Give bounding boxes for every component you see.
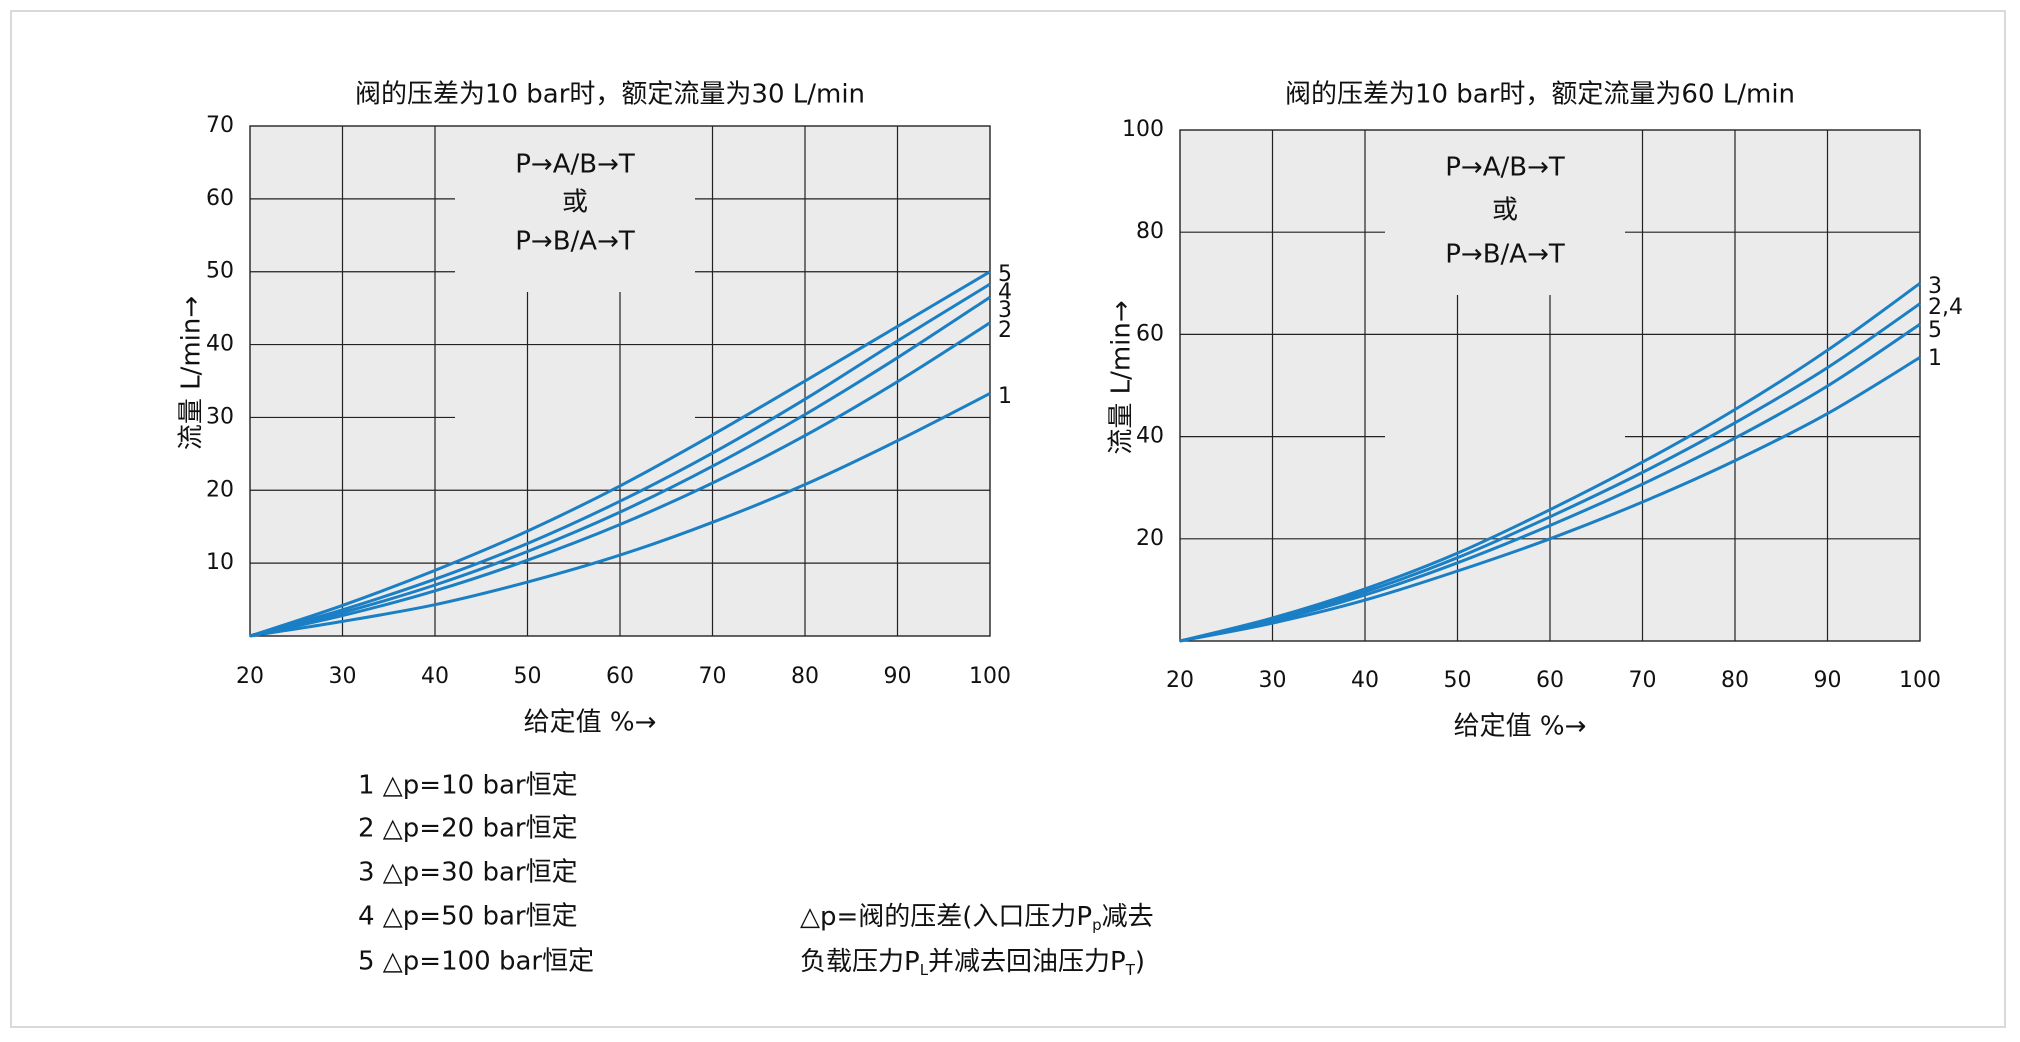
- series-label-3: 3: [1928, 274, 1942, 299]
- y-tick-label: 100: [1122, 117, 1164, 142]
- series-line-5: [1179, 322, 1921, 643]
- x-tick-label: 70: [699, 664, 727, 689]
- box-line-1: P→A/B→T: [515, 150, 635, 180]
- series-line-5: [249, 270, 991, 638]
- box-line-1: P→A/B→T: [1445, 153, 1565, 183]
- series-label-5: 5: [998, 262, 1012, 287]
- series-line-2,4: [1179, 302, 1921, 643]
- y-tick-label: 80: [1136, 219, 1164, 244]
- x-tick-label: 20: [1166, 668, 1194, 693]
- y-tick-label: 10: [206, 550, 234, 575]
- series-line-3: [249, 295, 991, 638]
- x-tick-label: 50: [514, 664, 542, 689]
- y-tick-label: 60: [206, 186, 234, 211]
- y-axis-label: 流量 L/min→: [177, 296, 207, 450]
- note-line-2: 负载压力PL并减去回油压力PT): [800, 947, 1145, 979]
- figure-frame: [10, 10, 2006, 1028]
- legend-item-3: 3 △p=30 bar恒定: [358, 858, 578, 888]
- chart-1: P→A/B→T 或 P→B/A→T 阀的压差为10 bar时，额定流量为30 L/mi…: [177, 80, 1013, 738]
- x-tick-label: 90: [884, 664, 912, 689]
- y-tick-label: 40: [1136, 424, 1164, 449]
- legend-item-1: 1 △p=10 bar恒定: [358, 771, 578, 801]
- series-label-2,4: 2,4: [1928, 295, 1963, 320]
- series-label-1: 1: [998, 384, 1012, 409]
- y-tick-label: 30: [206, 404, 234, 429]
- x-tick-label: 60: [1536, 668, 1564, 693]
- x-tick-label: 60: [606, 664, 634, 689]
- series-label-2: 2: [998, 318, 1012, 343]
- series-line-1: [249, 392, 991, 638]
- x-tick-label: 100: [1899, 668, 1941, 693]
- y-tick-label: 60: [1136, 321, 1164, 346]
- series-label-1: 1: [1928, 346, 1942, 371]
- chart-title: 阀的压差为10 bar时，额定流量为60 L/min: [1285, 80, 1795, 110]
- x-tick-label: 40: [421, 664, 449, 689]
- legend-item-5: 5 △p=100 bar恒定: [358, 947, 594, 977]
- y-tick-label: 20: [1136, 526, 1164, 551]
- legend-item-2: 2 △p=20 bar恒定: [358, 814, 578, 844]
- note-line-1: △p=阀的压差(入口压力Pp减去: [800, 902, 1154, 934]
- series-line-3: [1179, 282, 1921, 643]
- x-tick-label: 80: [1721, 668, 1749, 693]
- x-tick-label: 70: [1629, 668, 1657, 693]
- series-line-1: [1179, 356, 1921, 643]
- y-tick-label: 50: [206, 259, 234, 284]
- series-line-4: [249, 282, 991, 638]
- y-tick-label: 20: [206, 477, 234, 502]
- box-line-2: 或: [1492, 196, 1518, 226]
- x-tick-label: 30: [329, 664, 357, 689]
- box-line-2: 或: [562, 188, 588, 218]
- chart-title: 阀的压差为10 bar时，额定流量为30 L/min: [355, 80, 865, 110]
- y-axis-label: 流量 L/min→: [1107, 300, 1137, 454]
- y-tick-label: 40: [206, 332, 234, 357]
- box-line-3: P→B/A→T: [1445, 240, 1565, 270]
- x-tick-label: 40: [1351, 668, 1379, 693]
- series-label-5: 5: [1928, 318, 1942, 343]
- box-line-3: P→B/A→T: [515, 227, 635, 257]
- legend-item-4: 4 △p=50 bar恒定: [358, 902, 578, 932]
- legend: 1 △p=10 bar恒定 2 △p=20 bar恒定 3 △p=30 bar恒定 4…: [358, 771, 1154, 979]
- x-tick-label: 30: [1259, 668, 1287, 693]
- y-tick-label: 70: [206, 113, 234, 138]
- chart-2: P→A/B→T 或 P→B/A→T 阀的压差为10 bar时，额定流量为60 L/mi…: [1107, 80, 1964, 742]
- series-line-2: [249, 321, 991, 638]
- x-tick-label: 80: [791, 664, 819, 689]
- x-tick-label: 100: [969, 664, 1011, 689]
- x-tick-label: 50: [1444, 668, 1472, 693]
- x-tick-label: 90: [1814, 668, 1842, 693]
- x-tick-label: 20: [236, 664, 264, 689]
- x-axis-label: 给定值 %→: [1454, 712, 1587, 742]
- series-label-3: 3: [998, 298, 1012, 323]
- series-label-4: 4: [998, 280, 1012, 305]
- x-axis-label: 给定值 %→: [524, 708, 657, 738]
